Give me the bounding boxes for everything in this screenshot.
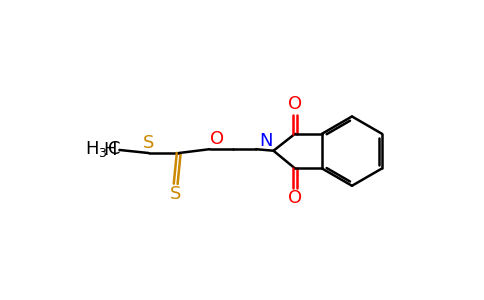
- Text: S: S: [170, 184, 182, 202]
- Text: O: O: [288, 95, 302, 113]
- Text: O: O: [211, 130, 225, 148]
- Text: O: O: [288, 189, 302, 207]
- Text: $\mathregular{H_3C}$: $\mathregular{H_3C}$: [85, 139, 121, 159]
- Text: N: N: [259, 132, 272, 150]
- Text: S: S: [143, 134, 154, 152]
- Text: H: H: [104, 141, 117, 159]
